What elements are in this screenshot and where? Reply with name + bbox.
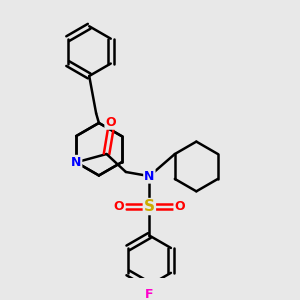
Text: N: N <box>144 169 154 183</box>
Text: F: F <box>145 288 154 300</box>
Text: N: N <box>71 156 81 169</box>
Text: O: O <box>175 200 185 213</box>
Text: O: O <box>105 116 116 129</box>
Text: O: O <box>114 200 124 213</box>
Text: S: S <box>144 199 155 214</box>
